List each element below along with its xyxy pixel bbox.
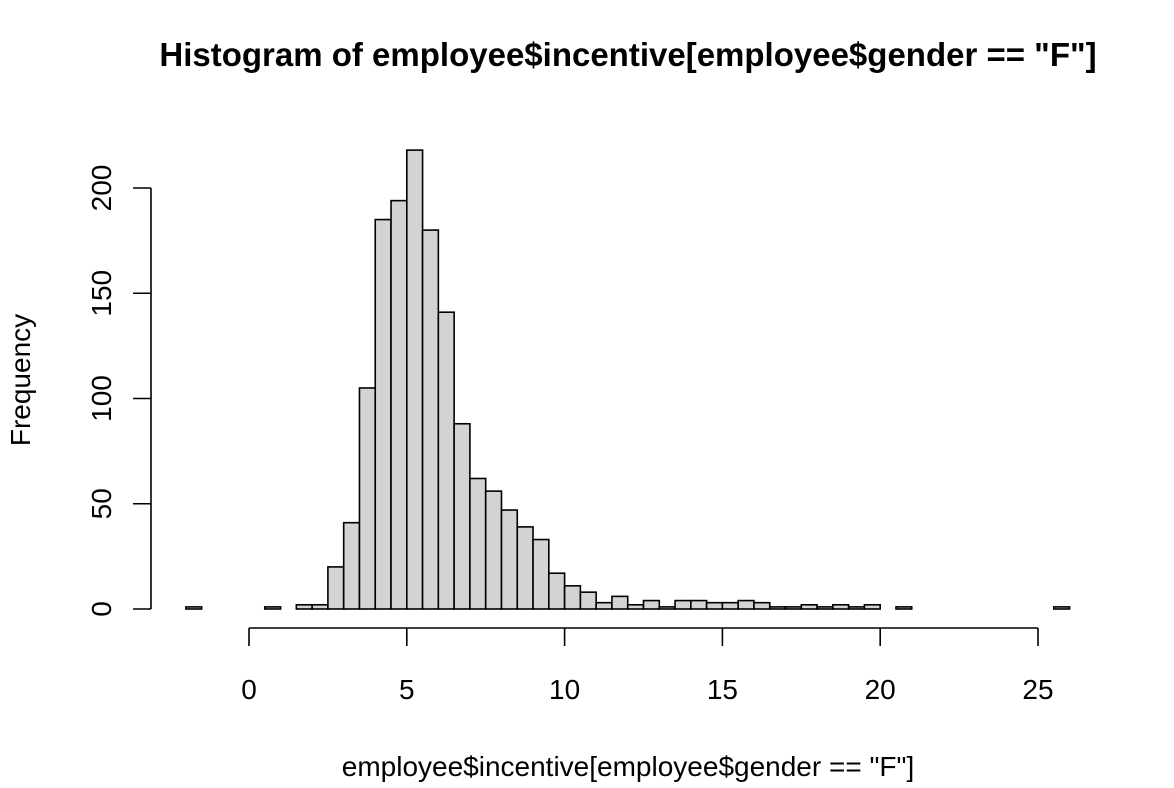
chart-title: Histogram of employee$incentive[employee…	[159, 36, 1096, 73]
histogram-bar	[563, 585, 582, 610]
histogram-bar	[642, 599, 661, 610]
histogram-bar	[390, 199, 408, 610]
histogram-bar	[579, 591, 597, 610]
histogram-bar	[437, 311, 455, 610]
histogram-bar	[374, 218, 392, 610]
bars-group	[185, 149, 1071, 610]
histogram-bar	[548, 572, 566, 610]
histogram-bar	[690, 599, 708, 610]
histogram-bar	[895, 606, 913, 610]
histogram-bar	[863, 603, 881, 610]
histogram-bar	[516, 526, 534, 610]
histogram-bar	[295, 603, 313, 610]
histogram-bar	[595, 601, 613, 610]
histogram-bar	[816, 606, 834, 610]
x-axis-label: employee$incentive[employee$gender == "F…	[342, 751, 914, 782]
x-tick-label: 25	[1022, 674, 1053, 705]
histogram-bar	[737, 599, 755, 610]
histogram-bar	[532, 538, 550, 610]
histogram-bar	[832, 603, 850, 610]
histogram-bar	[674, 599, 692, 610]
histogram-bar	[626, 603, 645, 610]
x-tick-label: 5	[399, 674, 415, 705]
histogram-bar	[311, 603, 329, 610]
histogram-bar	[358, 387, 377, 610]
y-tick-label: 50	[86, 488, 117, 519]
x-axis: 0 5 10 15 20 25	[241, 627, 1054, 705]
histogram-bar	[327, 566, 345, 610]
histogram-bar	[611, 595, 629, 610]
y-tick-label: 150	[86, 270, 117, 317]
histogram-bar	[784, 606, 803, 610]
histogram-bar	[469, 477, 487, 610]
histogram-bar	[484, 490, 503, 610]
histogram-bar	[721, 601, 739, 610]
histogram-bar	[800, 603, 818, 610]
histogram-bar	[705, 601, 724, 610]
x-tick-label: 15	[707, 674, 738, 705]
histogram-bar	[405, 149, 424, 610]
histogram-bar	[421, 229, 440, 610]
y-tick-label: 100	[86, 375, 117, 422]
x-tick-label: 20	[865, 674, 896, 705]
y-axis: 0 50 100 150 200	[86, 165, 152, 617]
x-tick-label: 0	[241, 674, 257, 705]
y-axis-label: Frequency	[5, 314, 36, 446]
histogram-bar	[453, 422, 471, 610]
y-tick-label: 200	[86, 165, 117, 212]
histogram-bar	[847, 606, 866, 610]
histogram-bar	[658, 606, 676, 610]
histogram-bar	[185, 606, 203, 610]
x-tick-label: 10	[549, 674, 580, 705]
histogram-bar	[768, 606, 787, 610]
histogram-bar	[263, 606, 282, 610]
histogram-bar	[1052, 606, 1071, 610]
histogram-bar	[342, 521, 361, 610]
y-tick-label: 0	[86, 601, 117, 617]
histogram-bar	[500, 509, 519, 610]
histogram-bar	[753, 601, 771, 610]
